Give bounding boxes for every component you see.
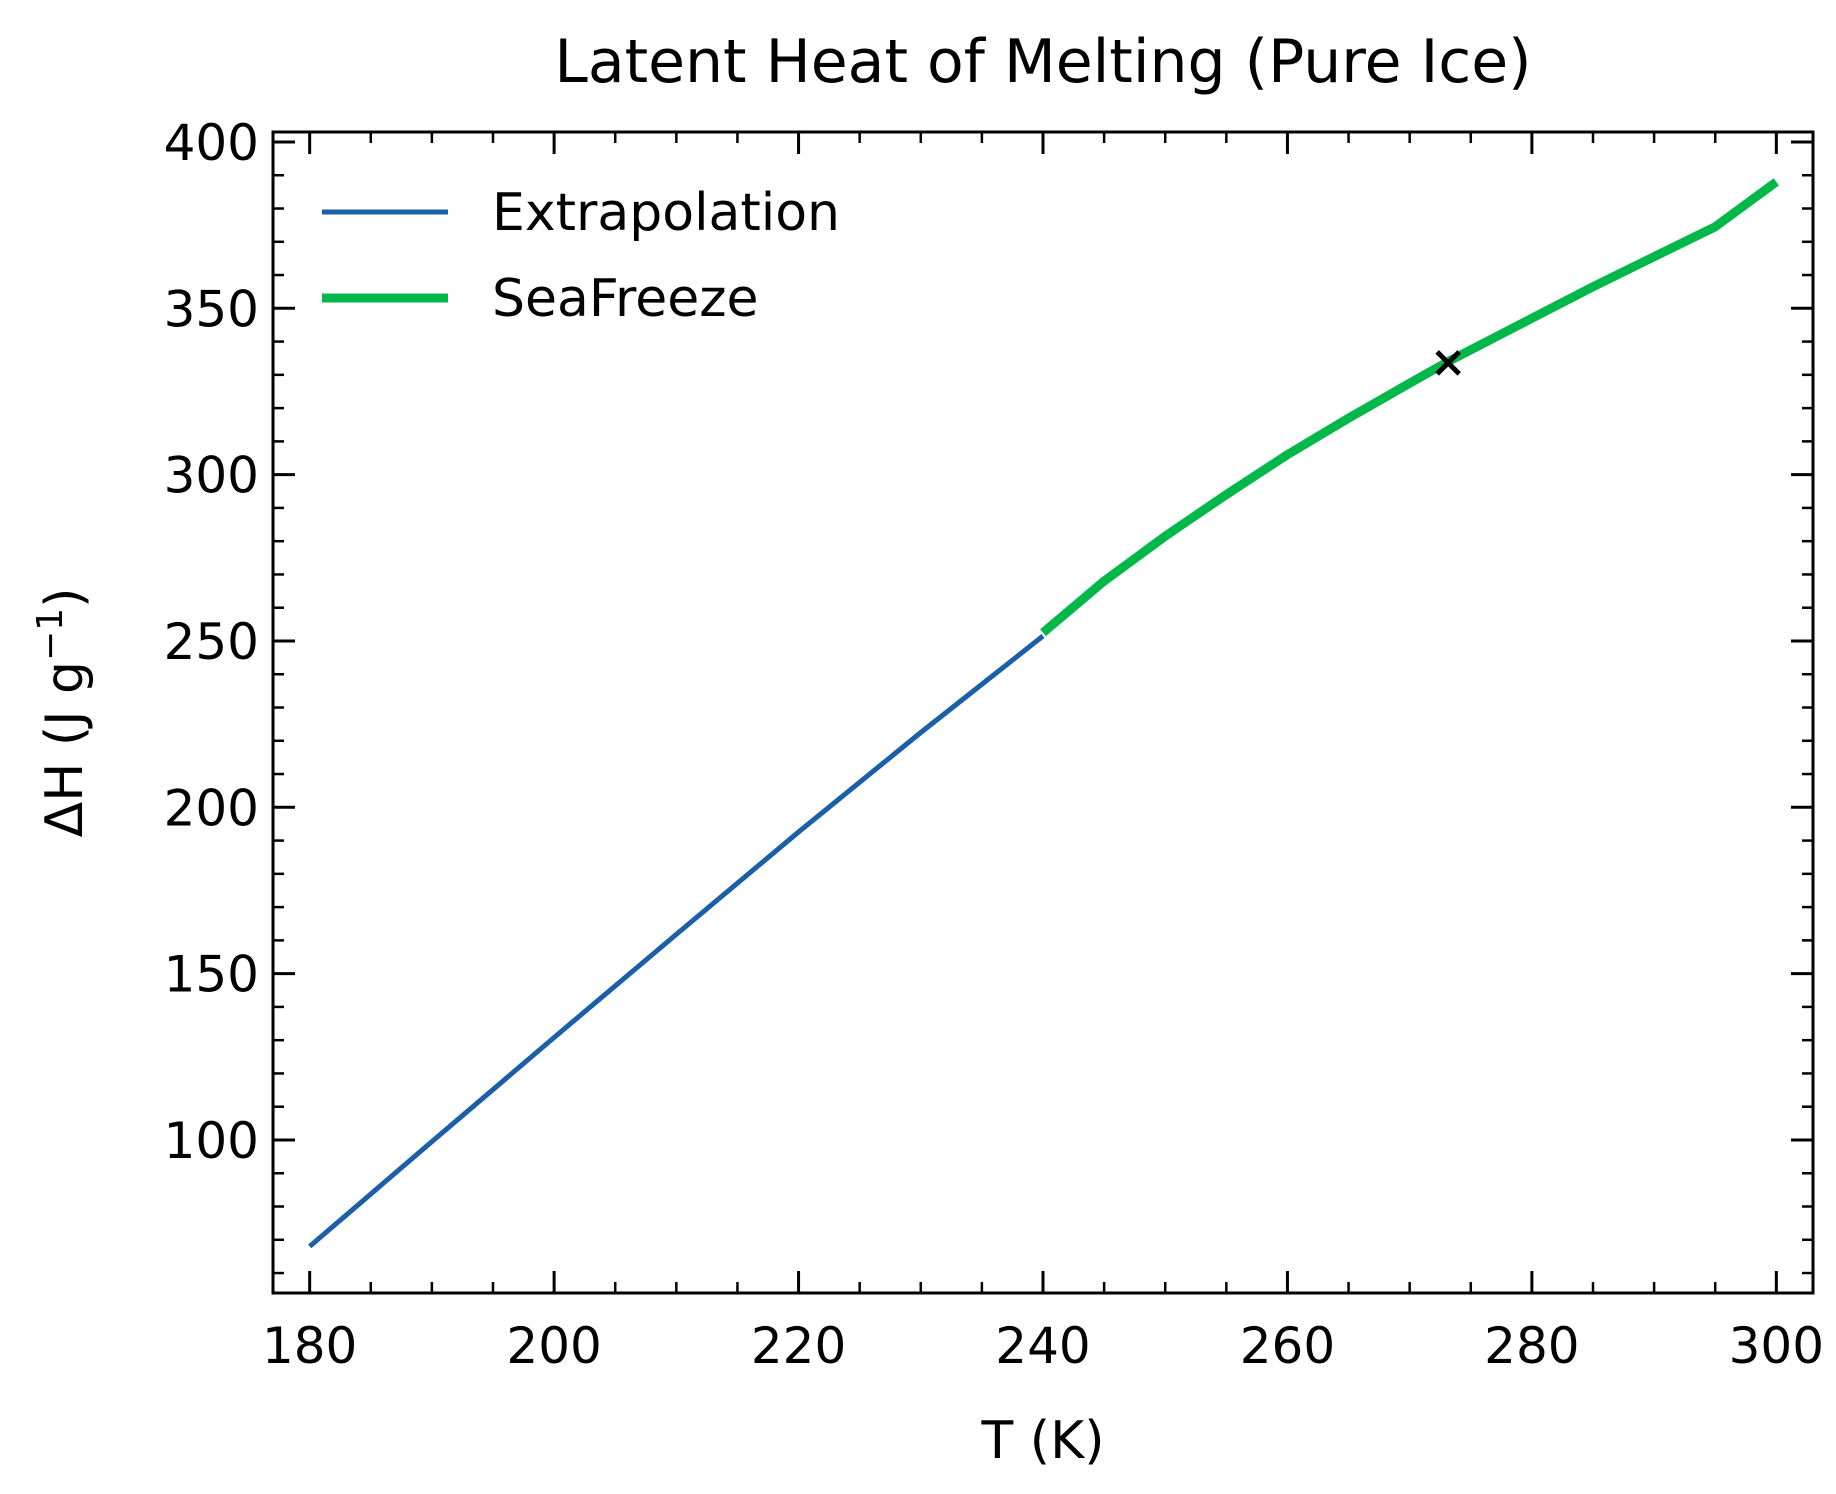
y-axis-label-main: ΔH (J g	[35, 661, 95, 837]
y-tick-label: 300	[164, 447, 259, 505]
legend: Extrapolation SeaFreeze	[322, 183, 840, 329]
x-tick-label: 260	[1240, 1317, 1335, 1375]
marker-layer	[1435, 350, 1461, 376]
series-line-seafreeze	[1040, 178, 1779, 637]
x-tick-label: 180	[262, 1317, 357, 1375]
x-tick-label: 240	[995, 1317, 1090, 1375]
plot-area: 180 200 220 240 260 280 300 100 150 200 250 300 350 4…	[164, 114, 1824, 1375]
y-tick-label: 150	[164, 946, 259, 1004]
y-axis-label: ΔH (J g−1)	[30, 588, 95, 838]
y-tick-label: 400	[164, 114, 259, 172]
series-layer	[308, 178, 1779, 1249]
legend-label: SeaFreeze	[492, 269, 759, 329]
series-line-extrapolation	[308, 634, 1045, 1249]
y-tick-label: 100	[164, 1112, 259, 1170]
legend-label: Extrapolation	[492, 183, 840, 243]
y-axis-label-superscript: −1	[30, 608, 71, 661]
x-tick-label: 220	[751, 1317, 846, 1375]
y-tick-label: 200	[164, 779, 259, 837]
x-axis-label: T (K)	[981, 1411, 1105, 1471]
marker-stroke	[1435, 350, 1461, 376]
x-tick-label: 300	[1729, 1317, 1824, 1375]
x-tick-label: 280	[1484, 1317, 1579, 1375]
y-tick-label: 350	[164, 280, 259, 338]
y-axis-label-suffix: )	[35, 588, 95, 608]
chart-title: Latent Heat of Melting (Pure Ice)	[554, 27, 1531, 97]
x-tick-label: 200	[506, 1317, 601, 1375]
marker-x	[1435, 350, 1461, 376]
y-tick-label: 250	[164, 613, 259, 671]
